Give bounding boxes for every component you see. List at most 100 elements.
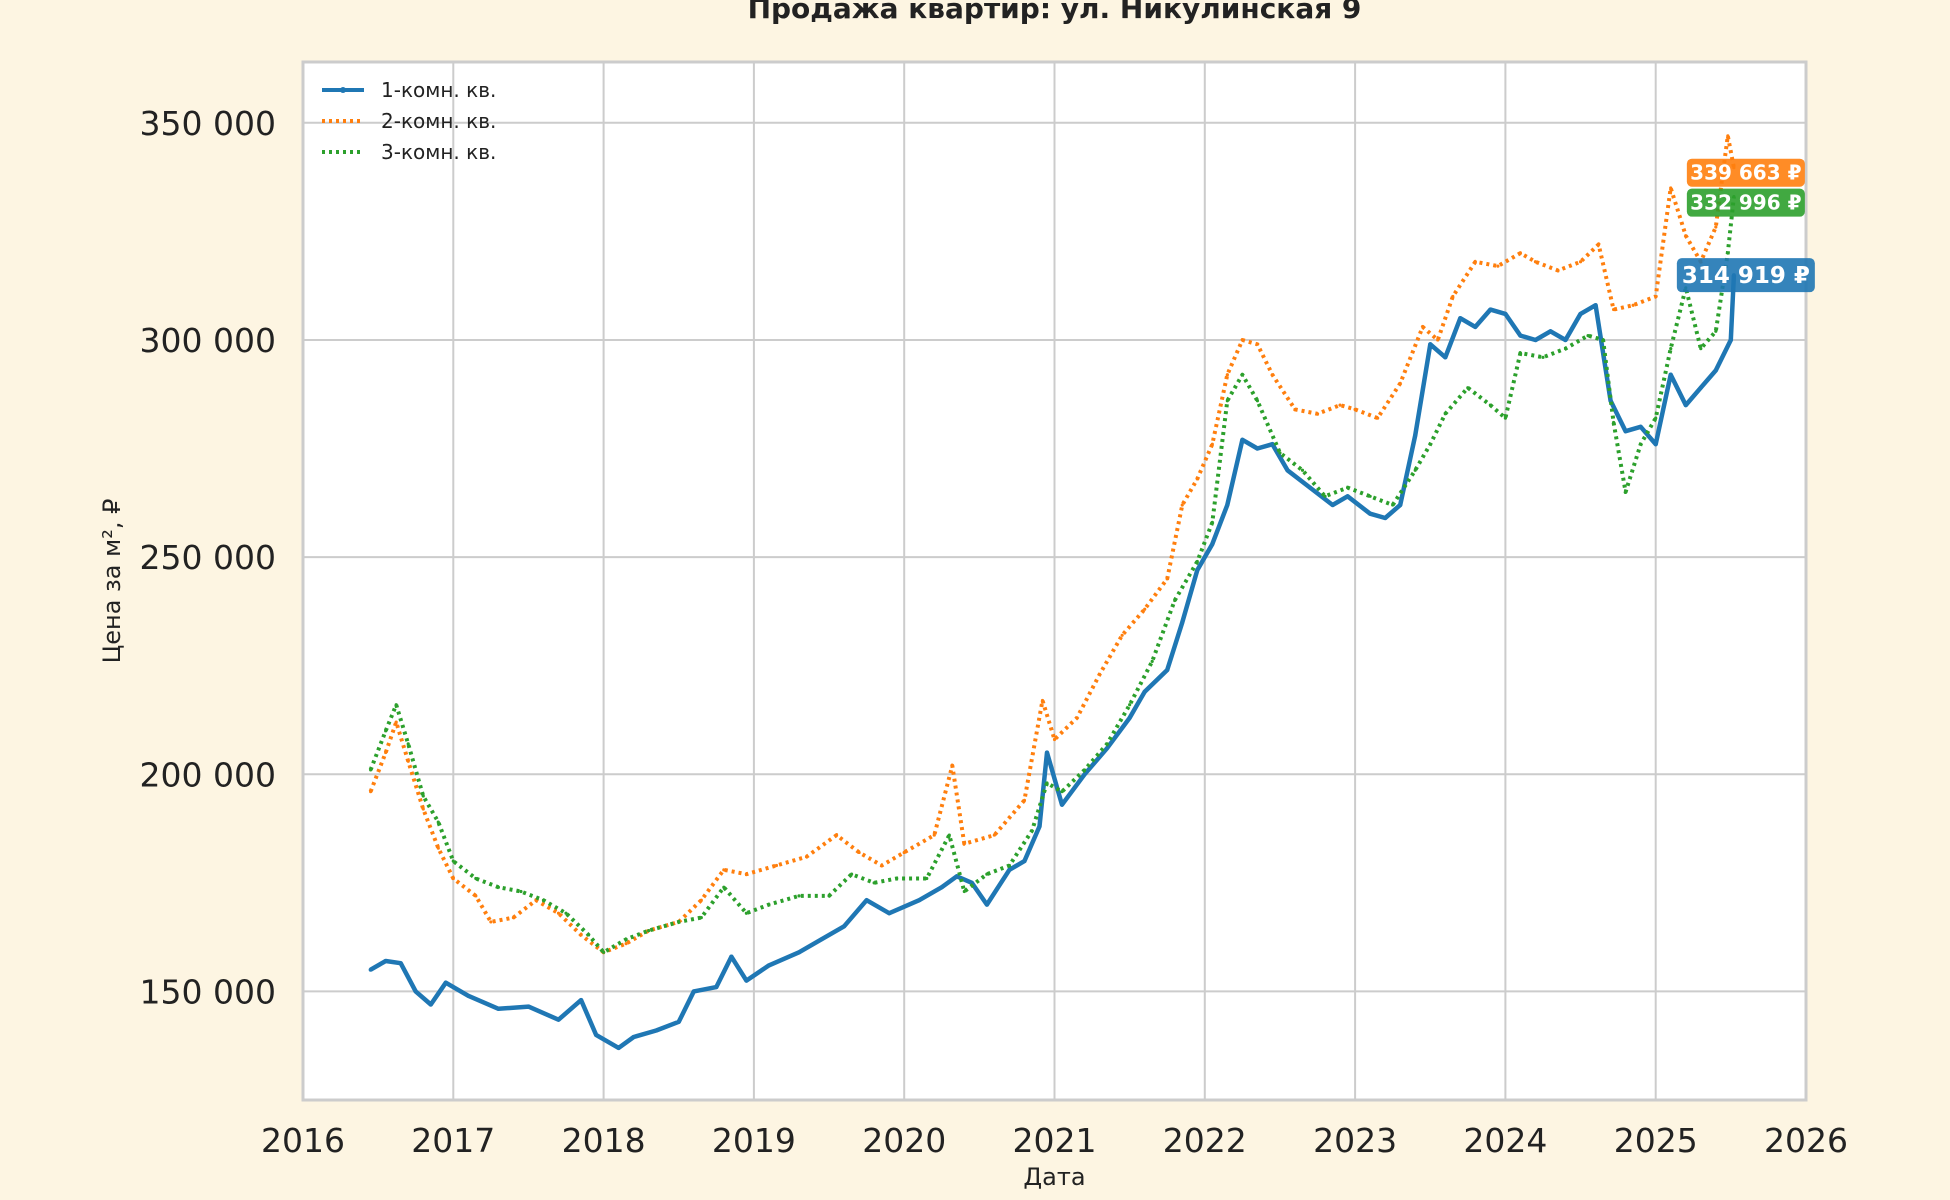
data-point bbox=[857, 850, 861, 855]
data-point bbox=[796, 950, 801, 955]
data-point bbox=[369, 768, 373, 772]
data-point bbox=[1451, 294, 1455, 299]
data-point bbox=[1541, 355, 1545, 359]
data-point bbox=[1683, 403, 1688, 408]
data-point bbox=[1556, 268, 1560, 273]
data-point bbox=[1698, 385, 1703, 390]
data-point bbox=[1037, 824, 1042, 829]
data-point bbox=[624, 937, 628, 941]
data-point bbox=[1270, 442, 1275, 447]
series-line bbox=[368, 133, 1736, 955]
data-point bbox=[394, 720, 398, 724]
data-point bbox=[1097, 672, 1102, 676]
data-point bbox=[947, 833, 951, 837]
data-point bbox=[834, 833, 839, 837]
data-point bbox=[1120, 633, 1124, 637]
data-point bbox=[436, 846, 440, 850]
y-tick-label: 350 000 bbox=[140, 104, 276, 143]
data-point bbox=[1503, 311, 1508, 316]
end-label-badge bbox=[1686, 188, 1805, 217]
data-point bbox=[594, 1032, 599, 1037]
data-point bbox=[895, 876, 899, 881]
data-point bbox=[1421, 325, 1425, 329]
data-point bbox=[1668, 372, 1673, 377]
data-point bbox=[1075, 716, 1079, 720]
data-point bbox=[1596, 242, 1601, 247]
x-tick-label: 2020 bbox=[862, 1121, 946, 1160]
data-point bbox=[1563, 337, 1568, 342]
data-point bbox=[1578, 311, 1583, 316]
data-point bbox=[1533, 337, 1538, 342]
data-point bbox=[451, 876, 455, 881]
data-point bbox=[1044, 750, 1049, 755]
data-point bbox=[1428, 342, 1433, 347]
x-axis-label: Дата bbox=[1023, 1163, 1085, 1191]
data-point bbox=[406, 742, 410, 746]
data-point bbox=[1612, 307, 1616, 312]
data-point bbox=[1150, 659, 1154, 663]
data-point bbox=[864, 898, 869, 903]
end-label-text: 339 663 ₽ bbox=[1690, 161, 1801, 185]
data-point bbox=[647, 929, 651, 933]
data-point bbox=[1503, 416, 1507, 420]
data-point bbox=[1105, 742, 1109, 746]
end-label-1: 314 919 ₽ bbox=[1676, 258, 1815, 293]
data-point bbox=[1586, 334, 1590, 338]
data-point bbox=[1165, 668, 1170, 673]
data-point bbox=[1654, 416, 1658, 420]
data-point bbox=[556, 1017, 561, 1022]
data-point bbox=[1654, 294, 1658, 299]
data-point bbox=[413, 989, 418, 994]
data-point bbox=[489, 920, 493, 924]
series-3 bbox=[368, 195, 1736, 955]
data-point bbox=[1338, 403, 1342, 407]
data-point bbox=[1045, 781, 1049, 785]
data-point bbox=[1353, 407, 1357, 412]
data-point bbox=[1007, 867, 1012, 872]
data-point bbox=[624, 942, 628, 946]
data-point bbox=[962, 842, 966, 846]
data-point bbox=[744, 872, 748, 876]
data-point bbox=[842, 924, 847, 929]
data-point bbox=[797, 894, 801, 898]
data-point bbox=[1278, 451, 1282, 455]
data-point bbox=[1428, 442, 1432, 446]
data-point bbox=[1714, 225, 1718, 229]
data-point bbox=[774, 863, 779, 868]
data-point bbox=[1195, 477, 1199, 481]
data-point bbox=[992, 833, 996, 837]
x-tick-label: 2022 bbox=[1163, 1121, 1247, 1160]
data-point bbox=[1225, 373, 1229, 377]
data-point bbox=[1726, 251, 1730, 255]
data-point bbox=[1638, 424, 1643, 429]
data-point bbox=[1225, 502, 1230, 507]
x-tick-label: 2021 bbox=[1013, 1121, 1097, 1160]
data-point bbox=[384, 729, 388, 733]
data-point bbox=[1383, 516, 1388, 521]
data-point bbox=[939, 885, 944, 890]
x-axis: 2016 2017 2018 2019 2020 2021 2022 2023 2024 2025… bbox=[261, 1121, 1848, 1160]
data-point bbox=[1255, 446, 1260, 451]
data-point bbox=[1022, 859, 1027, 864]
x-tick-label: 2018 bbox=[562, 1121, 646, 1160]
data-point bbox=[1255, 399, 1260, 403]
end-label-text: 332 996 ₽ bbox=[1690, 191, 1801, 215]
data-point bbox=[729, 954, 734, 959]
data-point bbox=[722, 868, 726, 872]
data-point bbox=[1195, 559, 1199, 564]
data-point bbox=[1368, 511, 1373, 516]
series-line bbox=[369, 275, 1737, 1051]
data-point bbox=[1684, 234, 1688, 238]
x-tick-label: 2026 bbox=[1764, 1121, 1848, 1160]
y-axis: 150 000 200 000 250 000 300 000 350 000 bbox=[140, 104, 276, 1012]
data-point bbox=[880, 863, 884, 868]
data-point bbox=[564, 911, 568, 915]
data-point bbox=[1143, 607, 1147, 611]
data-point bbox=[474, 894, 478, 898]
data-point bbox=[1255, 342, 1260, 346]
legend-label: 3-комн. кв. bbox=[381, 140, 496, 164]
data-point bbox=[1413, 433, 1418, 438]
data-point bbox=[1142, 689, 1147, 694]
data-point bbox=[1669, 347, 1673, 351]
data-point bbox=[511, 915, 516, 920]
